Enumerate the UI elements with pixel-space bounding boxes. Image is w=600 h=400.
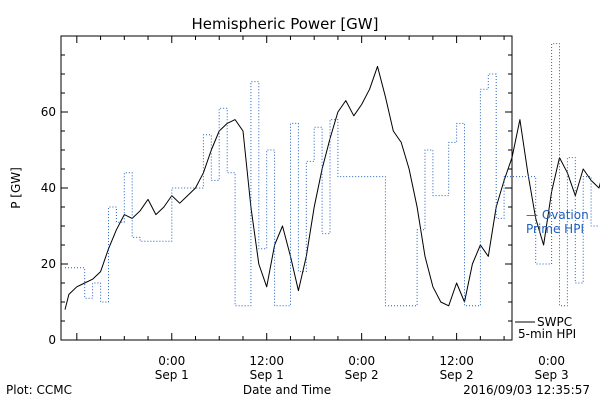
legend-swpc-line2: 5-min HPI bbox=[518, 327, 576, 341]
series-line-ovation-prime bbox=[65, 43, 599, 307]
x-axis-label: Date and Time bbox=[243, 383, 331, 397]
x-tick-label-time: 12:00 bbox=[439, 354, 474, 368]
x-tick-label-time: 0:00 bbox=[538, 354, 565, 368]
legend: — Ovation Prime HPI SWPC 5-min HPI bbox=[515, 208, 589, 341]
legend-ovation-line1: — Ovation bbox=[526, 208, 589, 222]
x-tick-label-day: Sep 2 bbox=[440, 368, 474, 382]
y-axis-label: P [GW] bbox=[9, 167, 23, 209]
y-tick-label: 0 bbox=[48, 333, 56, 347]
x-tick-label-day: Sep 3 bbox=[535, 368, 569, 382]
plot-credit: Plot: CCMC bbox=[6, 383, 72, 397]
plot-frame bbox=[60, 35, 513, 341]
legend-ovation-line2: Prime HPI bbox=[526, 222, 584, 236]
y-tick-label: 40 bbox=[41, 181, 56, 195]
x-tick-label-time: 0:00 bbox=[348, 354, 375, 368]
chart-title: Hemispheric Power [GW] bbox=[192, 15, 379, 33]
series-line-swpc bbox=[64, 65, 600, 310]
y-tick-label: 60 bbox=[41, 105, 56, 119]
x-tick-label-time: 12:00 bbox=[249, 354, 284, 368]
x-tick-label-day: Sep 2 bbox=[345, 368, 379, 382]
x-tick-label-time: 0:00 bbox=[158, 354, 185, 368]
series-layer bbox=[64, 43, 600, 310]
y-tick-label: 20 bbox=[41, 257, 56, 271]
x-tick-label-day: Sep 1 bbox=[250, 368, 284, 382]
legend-swpc-line1: SWPC bbox=[537, 315, 572, 329]
x-tick-label-day: Sep 1 bbox=[155, 368, 189, 382]
plot-timestamp: 2016/09/03 12:35:57 bbox=[463, 383, 590, 397]
y-axis: 0 20 40 60 bbox=[41, 35, 512, 347]
